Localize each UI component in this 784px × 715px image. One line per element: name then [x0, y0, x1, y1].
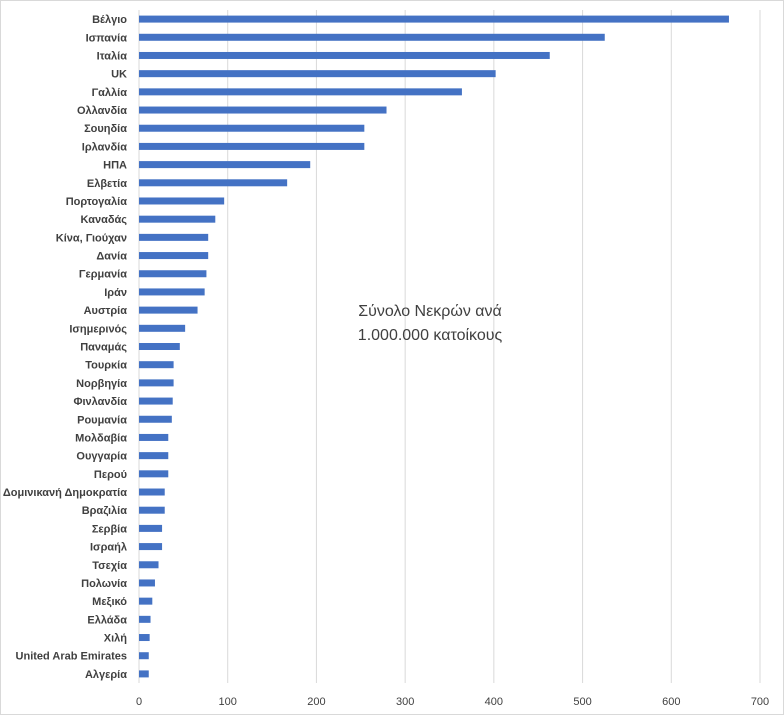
category-label: Φινλανδία [73, 396, 127, 408]
category-label: Κίνα, Γιούχαν [56, 232, 127, 244]
bar [139, 615, 151, 623]
category-label: Ισραήλ [90, 542, 127, 554]
bar [139, 470, 169, 478]
bar [139, 324, 186, 332]
x-tick-label: 100 [219, 696, 237, 708]
annotation-line-1: Σύνολο Νεκρών ανά [358, 303, 502, 320]
bar [139, 452, 169, 460]
bar [139, 106, 387, 114]
category-label: Περού [94, 469, 127, 481]
gridlines [138, 10, 761, 683]
category-label: Ιρλανδία [82, 141, 127, 153]
category-label: Δανία [96, 251, 127, 263]
chart-annotation: Σύνολο Νεκρών ανά 1.000.000 κατοίκους [300, 300, 560, 348]
bar [139, 433, 169, 441]
bar [139, 415, 172, 423]
category-label: Γερμανία [79, 269, 127, 281]
category-label: UK [111, 69, 127, 81]
bar [139, 215, 216, 223]
x-tick-label: 300 [396, 696, 414, 708]
bar [139, 361, 174, 369]
category-labels: Βέλγιο Ισπανία Ιταλία UK Γαλλία Ολλανδία Σουηδ… [3, 14, 127, 681]
category-label: Ιταλία [97, 50, 128, 62]
category-label: Τουρκία [85, 360, 127, 372]
category-label: Πορτογαλία [66, 196, 128, 208]
bar [139, 88, 462, 96]
category-label: Ολλανδία [77, 105, 127, 117]
bar [139, 233, 209, 241]
category-label: Μολδαβία [75, 432, 127, 444]
category-label: Χιλή [104, 633, 128, 645]
category-label: Γαλλία [92, 87, 128, 99]
annotation-line-2: 1.000.000 κατοίκους [357, 327, 503, 344]
category-label: Δομινικανή Δημοκρατία [3, 487, 127, 499]
bar [139, 543, 163, 551]
bar [139, 634, 150, 642]
category-label: United Arab Emirates [16, 651, 127, 663]
category-label: Τσεχία [92, 560, 127, 572]
x-tick-label: 600 [662, 696, 680, 708]
category-label: Ελβετία [87, 178, 127, 190]
bar [139, 488, 165, 496]
bar [139, 652, 149, 660]
bar [139, 306, 198, 314]
category-label: Βέλγιο [92, 14, 127, 26]
bar [139, 343, 180, 350]
category-label: Ιράν [104, 287, 127, 299]
bar [139, 33, 605, 41]
x-tick-label: 700 [751, 696, 769, 708]
bar [139, 15, 729, 23]
bar [139, 51, 550, 59]
category-label: Ρουμανία [77, 414, 127, 426]
category-label: Μεξικό [92, 596, 127, 608]
category-label: Πολωνία [81, 578, 127, 590]
bar [139, 124, 365, 132]
category-label: Ισπανία [86, 32, 128, 44]
category-label: Ελλάδα [87, 614, 127, 626]
category-label: Αλγερία [85, 669, 127, 681]
category-label: Νορβηγία [76, 378, 127, 390]
category-label: Βραζιλία [82, 505, 128, 517]
x-tick-label: 200 [307, 696, 325, 708]
bar [139, 142, 365, 150]
bar [139, 506, 165, 514]
x-tick-label: 500 [573, 696, 591, 708]
bar [139, 70, 496, 78]
bars [139, 15, 729, 678]
bar [139, 579, 155, 587]
category-label: ΗΠΑ [103, 160, 127, 172]
category-label: Παναμάς [80, 342, 127, 354]
category-label: Ισημερινός [69, 323, 127, 335]
x-axis-tick-labels: 0 100 200 300 400 500 600 700 [136, 696, 769, 708]
category-label: Σερβία [92, 523, 127, 535]
category-label: Ουγγαρία [76, 451, 127, 463]
bar [139, 670, 149, 678]
bar [139, 270, 207, 278]
bar [139, 597, 153, 605]
category-label: Καναδάς [81, 214, 128, 226]
x-tick-label: 0 [136, 696, 142, 708]
bar [139, 197, 225, 205]
bar [139, 252, 209, 260]
x-tick-label: 400 [485, 696, 503, 708]
bar [139, 161, 311, 169]
bar [139, 524, 163, 532]
bar [139, 179, 288, 187]
category-label: Σουηδία [84, 123, 127, 135]
bar [139, 288, 205, 296]
bar [139, 379, 174, 387]
bar [139, 561, 159, 569]
category-label: Αυστρία [84, 305, 128, 317]
bar [139, 397, 173, 405]
